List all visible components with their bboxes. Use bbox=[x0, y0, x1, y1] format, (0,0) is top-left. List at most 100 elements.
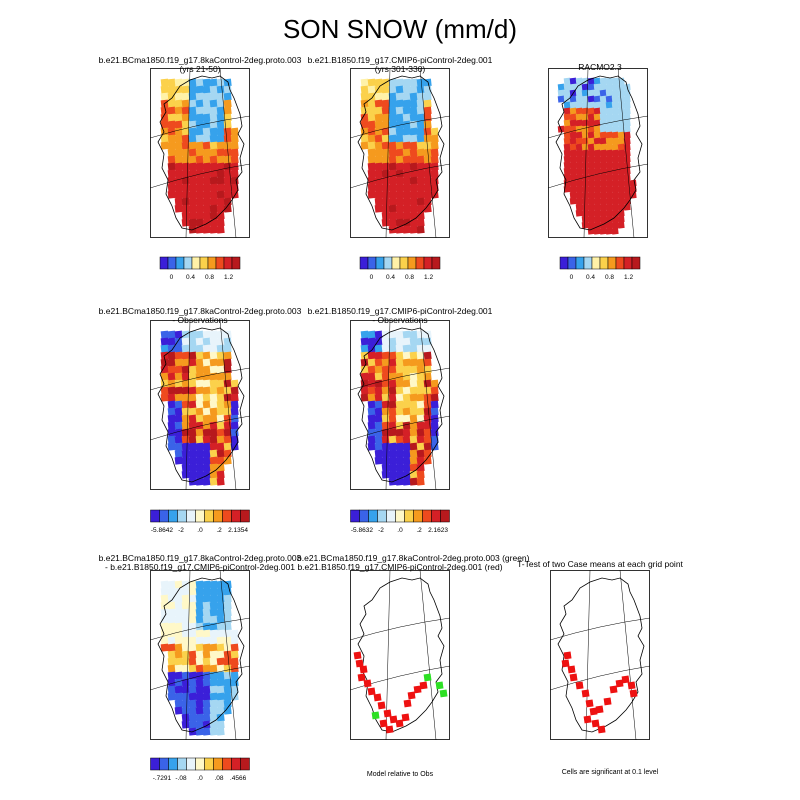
grid-cell bbox=[381, 344, 390, 353]
grid-cell bbox=[402, 113, 411, 122]
grid-cell bbox=[188, 330, 197, 339]
grid-cell bbox=[416, 204, 425, 213]
grid-cell bbox=[395, 92, 404, 101]
grid-cell bbox=[360, 78, 369, 87]
grid-cell bbox=[395, 421, 404, 430]
grid-cell bbox=[423, 99, 432, 108]
grid-cell bbox=[195, 141, 204, 150]
map-panel-case-diff bbox=[150, 570, 250, 740]
grid-cell bbox=[188, 428, 197, 437]
grid-cell bbox=[599, 89, 607, 97]
grid-cell bbox=[416, 113, 425, 122]
grid-cell bbox=[230, 636, 239, 645]
grid-cell bbox=[195, 218, 204, 227]
colorbar-swatch bbox=[407, 256, 417, 270]
colorbar-tick-label: 1.2 bbox=[224, 274, 233, 281]
grid-cell bbox=[430, 400, 439, 409]
grid-cell bbox=[388, 113, 397, 122]
grid-cell bbox=[195, 678, 204, 687]
grid-cell bbox=[202, 692, 211, 701]
grid-cell bbox=[374, 197, 383, 206]
grid-cell bbox=[395, 456, 404, 465]
grid-cell bbox=[360, 358, 369, 367]
grid-cell bbox=[188, 127, 197, 136]
grid-cell bbox=[409, 449, 418, 458]
grid-cell bbox=[195, 344, 204, 353]
grid-cell bbox=[202, 155, 211, 164]
grid-cell bbox=[599, 215, 607, 223]
grid-cell bbox=[381, 414, 390, 423]
colorbar-swatch bbox=[359, 509, 369, 523]
grid-cell bbox=[557, 95, 565, 103]
grid-cell bbox=[367, 435, 376, 444]
grid-cell bbox=[409, 435, 418, 444]
grid-cell bbox=[605, 107, 613, 115]
grid-cell bbox=[402, 148, 411, 157]
latitude-line bbox=[350, 115, 450, 139]
grid-cell bbox=[388, 204, 397, 213]
grid-cell bbox=[223, 601, 232, 610]
grid-cell bbox=[409, 78, 418, 87]
grid-cell bbox=[409, 106, 418, 115]
colorbar-tick-label: 0.4 bbox=[386, 274, 395, 281]
grid-cell bbox=[388, 365, 397, 374]
grid-cell bbox=[395, 218, 404, 227]
grid-cell bbox=[381, 393, 390, 402]
colorbar-tick-label: .08 bbox=[215, 775, 224, 782]
grid-cell bbox=[587, 227, 595, 235]
grid-cell bbox=[575, 209, 583, 217]
grid-cell bbox=[181, 435, 190, 444]
grid-cell bbox=[181, 407, 190, 416]
significant-cell bbox=[567, 665, 576, 674]
grid-cell bbox=[599, 161, 607, 169]
significant-cell bbox=[373, 693, 382, 702]
grid-cell bbox=[202, 344, 211, 353]
grid-cell bbox=[181, 615, 190, 624]
grid-cell bbox=[593, 143, 601, 151]
grid-cell bbox=[395, 386, 404, 395]
grid-cell bbox=[374, 435, 383, 444]
grid-cell bbox=[195, 456, 204, 465]
grid-cell bbox=[395, 162, 404, 171]
colorbar-swatch bbox=[367, 256, 377, 270]
grid-cell bbox=[575, 113, 583, 121]
grid-cell bbox=[174, 330, 183, 339]
grid-cell bbox=[223, 706, 232, 715]
grid-cell bbox=[587, 179, 595, 187]
grid-cell bbox=[611, 197, 619, 205]
colorbar-p1: 0 0.4 0.8 1.2 bbox=[159, 256, 241, 281]
grid-cell bbox=[395, 169, 404, 178]
grid-cell bbox=[195, 594, 204, 603]
colorbar-swatch bbox=[204, 757, 214, 771]
grid-cell bbox=[367, 120, 376, 129]
grid-cell bbox=[160, 330, 169, 339]
grid-cell bbox=[409, 85, 418, 94]
grid-cell bbox=[181, 204, 190, 213]
grid-cell bbox=[223, 407, 232, 416]
grid-cell bbox=[367, 155, 376, 164]
grid-cell bbox=[381, 449, 390, 458]
grid-cell bbox=[195, 211, 204, 220]
grid-cell bbox=[202, 337, 211, 346]
grid-cell bbox=[181, 197, 190, 206]
grid-cell bbox=[202, 176, 211, 185]
grid-cell bbox=[416, 393, 425, 402]
grid-cell bbox=[230, 379, 239, 388]
colorbar-swatch bbox=[183, 256, 193, 270]
grid-cell bbox=[367, 176, 376, 185]
grid-cell bbox=[195, 197, 204, 206]
grid-cell bbox=[195, 106, 204, 115]
colorbar-tick-label: -.7291 bbox=[153, 775, 172, 782]
grid-cell bbox=[195, 148, 204, 157]
grid-cell bbox=[617, 191, 625, 199]
grid-cell bbox=[381, 351, 390, 360]
grid-cell bbox=[605, 83, 613, 91]
colorbar-swatch bbox=[607, 256, 617, 270]
grid-cell bbox=[593, 197, 601, 205]
grid-cell bbox=[202, 225, 211, 234]
grid-cell bbox=[216, 162, 225, 171]
grid-cell bbox=[402, 351, 411, 360]
grid-cell bbox=[209, 456, 218, 465]
grid-cell bbox=[230, 657, 239, 666]
grid-cell bbox=[174, 580, 183, 589]
